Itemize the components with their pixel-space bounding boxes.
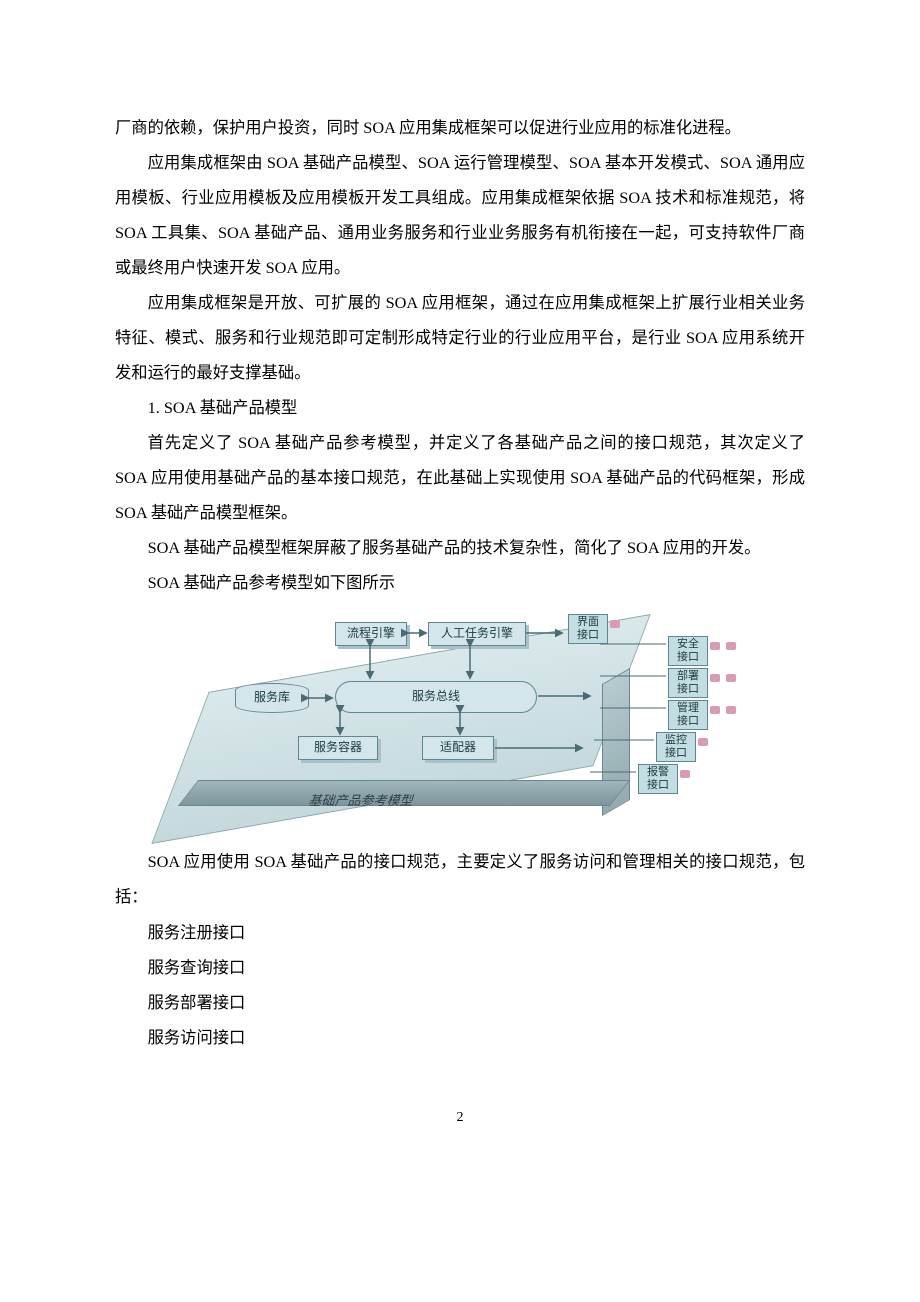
connector-pink-icon bbox=[710, 674, 720, 682]
interface-security: 安全接口 bbox=[668, 636, 708, 666]
connector-pink-icon bbox=[710, 642, 720, 650]
interface-deploy: 部署接口 bbox=[668, 668, 708, 698]
block-task-engine: 人工任务引擎 bbox=[428, 622, 526, 646]
connector-pink-icon bbox=[610, 620, 620, 628]
block-service-repo: 服务库 bbox=[235, 683, 309, 713]
connector-pink-icon bbox=[698, 738, 708, 746]
platform-label: 基础产品参考模型 bbox=[307, 790, 417, 809]
paragraph: 应用集成框架由 SOA 基础产品模型、SOA 运行管理模型、SOA 基本开发模式… bbox=[115, 145, 805, 285]
list-item: 服务查询接口 bbox=[115, 950, 805, 985]
connector-pink-icon bbox=[726, 706, 736, 714]
paragraph: 首先定义了 SOA 基础产品参考模型，并定义了各基础产品之间的接口规范，其次定义… bbox=[115, 425, 805, 530]
connector-pink-icon bbox=[680, 770, 690, 778]
page-number: 2 bbox=[115, 1110, 805, 1126]
connector-pink-icon bbox=[726, 642, 736, 650]
document-page: 厂商的依赖，保护用户投资，同时 SOA 应用集成框架可以促进行业应用的标准化进程… bbox=[0, 0, 920, 1186]
paragraph: SOA 基础产品参考模型如下图所示 bbox=[115, 565, 805, 600]
paragraph: SOA 基础产品模型框架屏蔽了服务基础产品的技术复杂性，简化了 SOA 应用的开… bbox=[115, 530, 805, 565]
interface-ui: 界面接口 bbox=[568, 614, 608, 644]
block-service-container: 服务容器 bbox=[298, 736, 378, 760]
block-service-bus: 服务总线 bbox=[335, 681, 537, 713]
platform-top-face bbox=[151, 614, 650, 844]
block-flow-engine: 流程引擎 bbox=[335, 622, 407, 646]
paragraph: 应用集成框架是开放、可扩展的 SOA 应用框架，通过在应用集成框架上扩展行业相关… bbox=[115, 285, 805, 390]
list-heading: 1. SOA 基础产品模型 bbox=[115, 390, 805, 425]
paragraph: 厂商的依赖，保护用户投资，同时 SOA 应用集成框架可以促进行业应用的标准化进程… bbox=[115, 110, 805, 145]
list-item: 服务注册接口 bbox=[115, 915, 805, 950]
paragraph: SOA 应用使用 SOA 基础产品的接口规范，主要定义了服务访问和管理相关的接口… bbox=[115, 844, 805, 914]
interface-manage: 管理接口 bbox=[668, 700, 708, 730]
connector-pink-icon bbox=[710, 706, 720, 714]
connector-pink-icon bbox=[726, 674, 736, 682]
block-adapter: 适配器 bbox=[422, 736, 494, 760]
list-item: 服务部署接口 bbox=[115, 985, 805, 1020]
interface-alarm: 报警接口 bbox=[638, 764, 678, 794]
list-item: 服务访问接口 bbox=[115, 1020, 805, 1055]
interface-monitor: 监控接口 bbox=[656, 732, 696, 762]
soa-reference-model-diagram: 基础产品参考模型 流程引擎 人工任务引擎 服务库 服务总线 服务容器 适配器 bbox=[170, 608, 750, 838]
